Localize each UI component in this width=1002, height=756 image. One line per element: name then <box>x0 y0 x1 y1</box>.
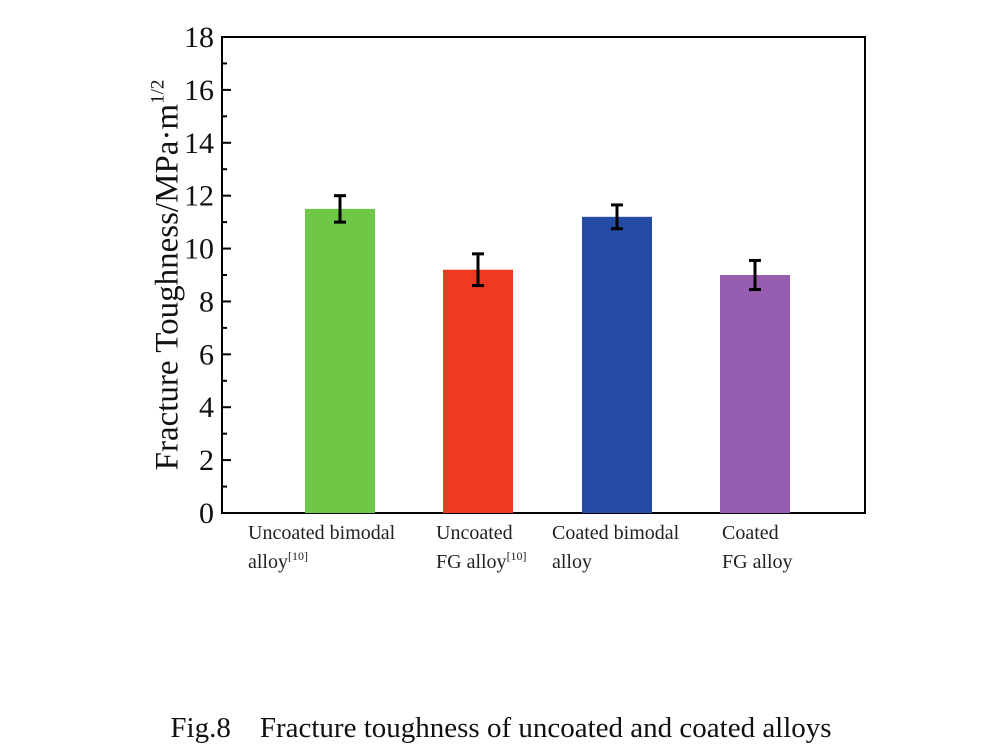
figure-number: Fig.8 <box>170 712 231 744</box>
y-axis-title-superscript: 1/2 <box>147 79 169 104</box>
y-tick-label: 0 <box>199 497 214 530</box>
y-tick-label: 10 <box>184 233 214 266</box>
category-label-uncoated-bimodal: Uncoated bimodal alloy[10] <box>248 522 396 573</box>
caption-text: Fracture toughness of uncoated and coate… <box>259 712 832 744</box>
y-tick-label: 8 <box>199 285 214 318</box>
y-axis-title-text: Fracture Toughness/MPa·m <box>149 103 186 471</box>
y-tick-label: 4 <box>199 391 214 424</box>
bar <box>582 216 652 514</box>
y-tick-label: 6 <box>199 338 214 371</box>
bar <box>443 269 513 513</box>
y-tick-label: 12 <box>184 180 214 213</box>
y-axis-title: Fracture Toughness/MPa·m1/2 <box>147 79 187 471</box>
y-tick-label: 16 <box>184 74 214 107</box>
y-tick-label: 14 <box>184 127 214 160</box>
category-label-coated-fg: Coated FG alloy <box>722 522 793 573</box>
bar <box>720 275 790 513</box>
y-tick-label: 2 <box>199 444 214 477</box>
category-label-coated-bimodal: Coated bimodal alloy <box>552 522 680 573</box>
figure-caption: Fig.8 Fracture toughness of uncoated and… <box>0 712 1002 745</box>
y-tick-label: 18 <box>184 21 214 54</box>
category-label-uncoated-fg: Uncoated FG alloy[10] <box>436 522 527 573</box>
bar <box>305 208 375 513</box>
